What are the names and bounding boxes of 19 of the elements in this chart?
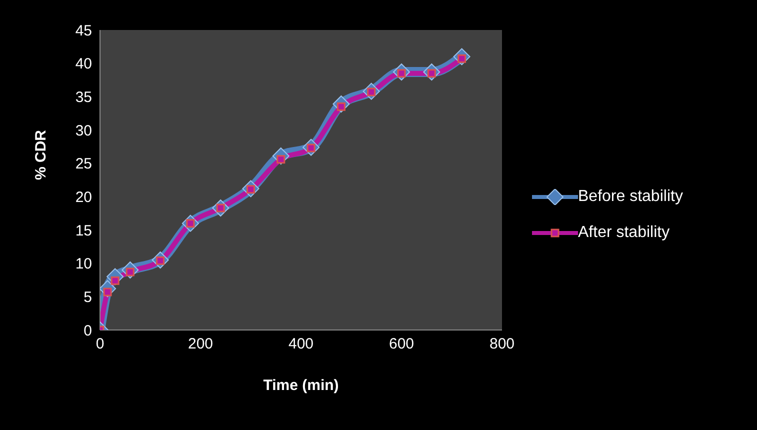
y-tick-label: 45	[75, 22, 92, 40]
x-tick-label: 0	[96, 336, 104, 353]
x-tick-label: 200	[188, 336, 214, 353]
y-axis-title: % CDR	[32, 130, 50, 180]
y-tick-label: 35	[75, 88, 92, 106]
y-tick-label: 5	[84, 288, 92, 306]
y-tick-label: 15	[75, 222, 92, 240]
x-tick-label: 600	[388, 336, 414, 353]
legend-label: Before stability	[578, 188, 683, 206]
y-tick-label: 40	[75, 56, 92, 73]
y-tick-label: 10	[75, 256, 92, 273]
legend-label: After stability	[578, 224, 670, 242]
x-tick-label: 800	[489, 336, 515, 353]
x-axis-title: Time (min)	[263, 377, 339, 394]
y-tick-label: 0	[84, 322, 92, 340]
y-tick-label: 30	[75, 122, 92, 140]
y-tick-label: 20	[75, 188, 92, 206]
y-tick-label: 25	[75, 156, 92, 173]
x-tick-label: 400	[288, 336, 314, 353]
